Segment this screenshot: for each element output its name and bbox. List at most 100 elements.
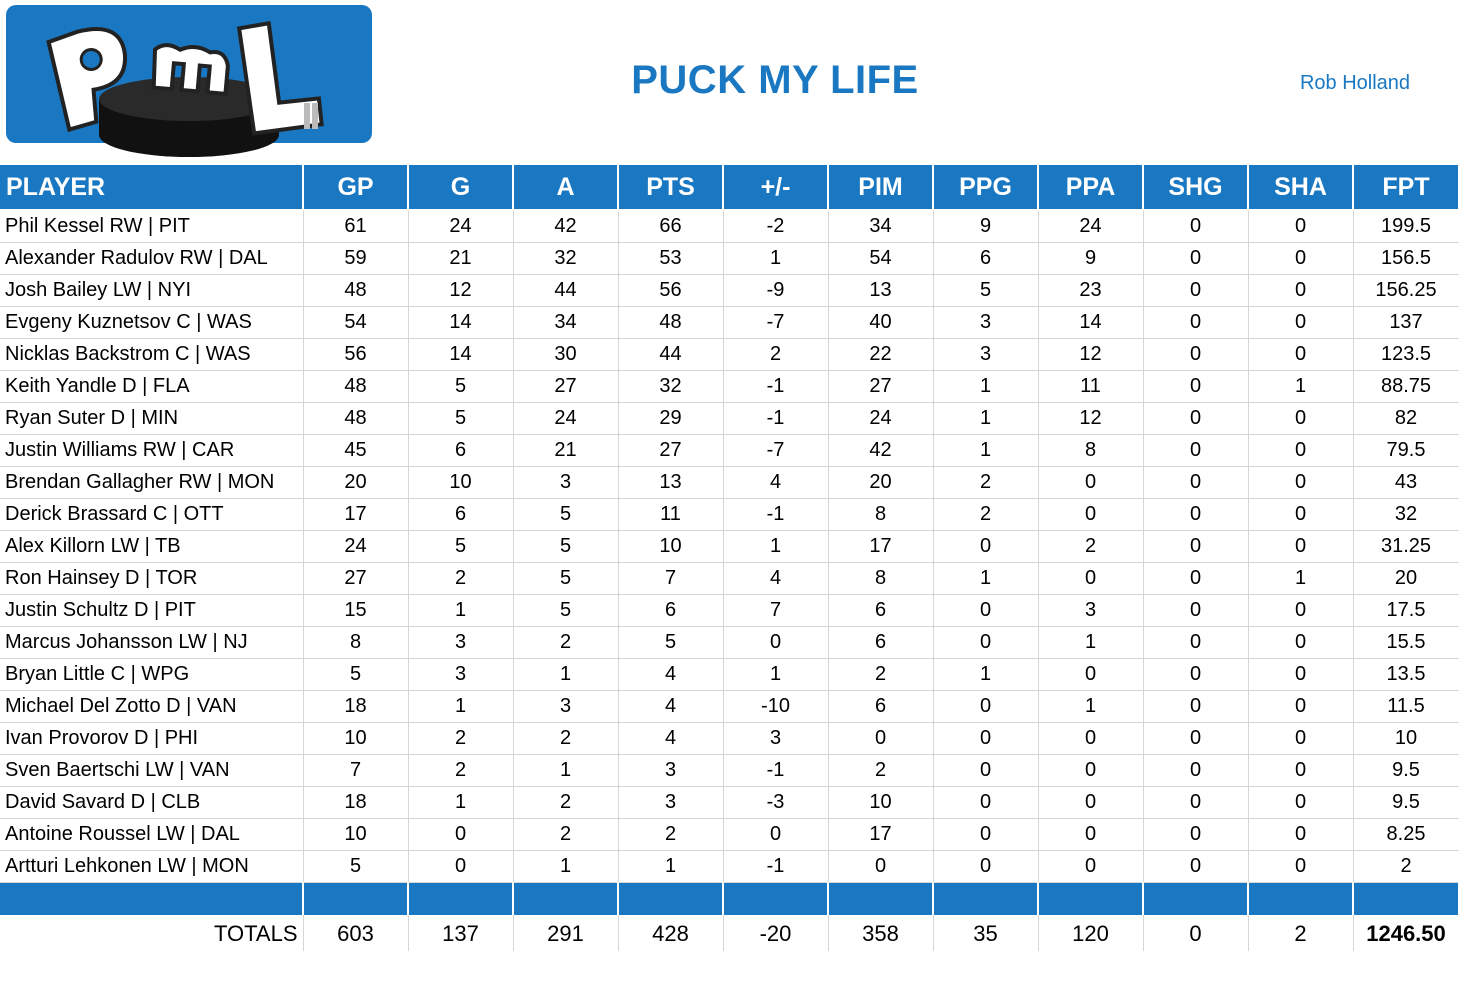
stat-cell: 5 bbox=[513, 594, 619, 627]
stat-cell: 2 bbox=[1038, 530, 1144, 563]
player-cell: Ryan Suter D | MIN bbox=[0, 402, 304, 435]
player-cell: Nicklas Backstrom C | WAS bbox=[0, 338, 304, 371]
stat-cell: 88.75 bbox=[1353, 370, 1459, 403]
stat-cell: 0 bbox=[1143, 210, 1249, 243]
column-header-11: FPT bbox=[1353, 165, 1459, 211]
stat-cell: 0 bbox=[1248, 242, 1354, 275]
stat-cell: 7 bbox=[618, 562, 724, 595]
stat-cell: 1 bbox=[1248, 370, 1354, 403]
stat-cell: 82 bbox=[1353, 402, 1459, 435]
spacer-cell bbox=[1038, 882, 1144, 915]
stat-cell: 32 bbox=[1353, 498, 1459, 531]
stat-cell: 0 bbox=[933, 690, 1039, 723]
stat-cell: 3 bbox=[618, 754, 724, 787]
stat-cell: 10 bbox=[1353, 722, 1459, 755]
stat-cell: 1 bbox=[933, 434, 1039, 467]
stat-cell: 66 bbox=[618, 210, 724, 243]
stat-cell: 20 bbox=[828, 466, 934, 499]
stat-cell: 0 bbox=[1143, 242, 1249, 275]
stat-cell: 56 bbox=[618, 274, 724, 307]
stat-cell: 17.5 bbox=[1353, 594, 1459, 627]
stat-cell: 32 bbox=[513, 242, 619, 275]
table-row: Phil Kessel RW | PIT 61 24 42 66 -2 34 9 24 0 0 199… bbox=[0, 210, 1459, 243]
stat-cell: 0 bbox=[1143, 274, 1249, 307]
stat-cell: 0 bbox=[1248, 786, 1354, 819]
stat-cell: 5 bbox=[618, 626, 724, 659]
table-row: Brendan Gallagher RW | MON 20 10 3 13 4 20 2 0 0 0… bbox=[0, 466, 1459, 499]
stat-cell: 11 bbox=[618, 498, 724, 531]
stat-cell: 0 bbox=[1143, 754, 1249, 787]
stat-cell: 23 bbox=[1038, 274, 1144, 307]
stat-cell: 0 bbox=[1248, 658, 1354, 691]
stat-cell: 0 bbox=[1248, 274, 1354, 307]
stat-cell: 1 bbox=[408, 594, 514, 627]
table-row: Marcus Johansson LW | NJ 8 3 2 5 0 6 0 1 0 0 15.5 bbox=[0, 626, 1459, 659]
table-row: Bryan Little C | WPG 5 3 1 4 1 2 1 0 0 0 13.5 bbox=[0, 658, 1459, 691]
spacer-cell bbox=[723, 882, 829, 915]
table-row: Alexander Radulov RW | DAL 59 21 32 53 1 54 6 9 0… bbox=[0, 242, 1459, 275]
spacer-cell bbox=[1248, 882, 1354, 915]
player-cell: Bryan Little C | WPG bbox=[0, 658, 304, 691]
column-header-1: GP bbox=[303, 165, 409, 211]
stat-cell: 0 bbox=[1038, 818, 1144, 851]
stat-cell: 156.25 bbox=[1353, 274, 1459, 307]
stat-cell: 6 bbox=[408, 434, 514, 467]
stat-cell: 32 bbox=[618, 370, 724, 403]
column-header-2: G bbox=[408, 165, 514, 211]
stat-cell: 0 bbox=[1248, 498, 1354, 531]
total-cell: 137 bbox=[408, 915, 514, 951]
player-cell: Antoine Roussel LW | DAL bbox=[0, 818, 304, 851]
stat-cell: 3 bbox=[513, 466, 619, 499]
stat-cell: -1 bbox=[723, 850, 829, 883]
table-row: Artturi Lehkonen LW | MON 5 0 1 1 -1 0 0 0 0 0 2 bbox=[0, 850, 1459, 883]
table-row: Michael Del Zotto D | VAN 18 1 3 4 -10 6 0 1 0 0 11… bbox=[0, 690, 1459, 723]
stat-cell: 7 bbox=[723, 594, 829, 627]
player-cell: Brendan Gallagher RW | MON bbox=[0, 466, 304, 499]
stat-cell: 0 bbox=[1143, 498, 1249, 531]
table-row: Sven Baertschi LW | VAN 7 2 1 3 -1 2 0 0 0 0 9.5 bbox=[0, 754, 1459, 787]
total-cell: 291 bbox=[513, 915, 619, 951]
table-row: Justin Williams RW | CAR 45 6 21 27 -7 42 1 8 0 0 7… bbox=[0, 434, 1459, 467]
stat-cell: 0 bbox=[933, 530, 1039, 563]
player-cell: Marcus Johansson LW | NJ bbox=[0, 626, 304, 659]
stat-cell: 48 bbox=[618, 306, 724, 339]
player-cell: Josh Bailey LW | NYI bbox=[0, 274, 304, 307]
column-header-8: PPA bbox=[1038, 165, 1144, 211]
spacer-cell bbox=[0, 882, 304, 915]
table-row: Ivan Provorov D | PHI 10 2 2 4 3 0 0 0 0 0 10 bbox=[0, 722, 1459, 755]
stat-cell: 0 bbox=[933, 786, 1039, 819]
stat-cell: 7 bbox=[303, 754, 409, 787]
stat-cell: 43 bbox=[1353, 466, 1459, 499]
stat-cell: 9 bbox=[933, 210, 1039, 243]
spacer-cell bbox=[618, 882, 724, 915]
stat-cell: 0 bbox=[1143, 402, 1249, 435]
stat-cell: 0 bbox=[1038, 722, 1144, 755]
stat-cell: 1 bbox=[723, 530, 829, 563]
stat-cell: 6 bbox=[618, 594, 724, 627]
stat-cell: 0 bbox=[1248, 306, 1354, 339]
stat-cell: 27 bbox=[828, 370, 934, 403]
roster-table: PLAYER GP G A PTS +/- PIM PPG PPA SHG SHA FPT Phil … bbox=[0, 165, 1459, 951]
stat-cell: 2 bbox=[408, 754, 514, 787]
stat-cell: 20 bbox=[1353, 562, 1459, 595]
stat-cell: 6 bbox=[828, 626, 934, 659]
stat-cell: 6 bbox=[933, 242, 1039, 275]
stat-cell: 12 bbox=[1038, 402, 1144, 435]
stat-cell: 1 bbox=[618, 850, 724, 883]
stat-cell: 0 bbox=[1248, 850, 1354, 883]
player-cell: Justin Williams RW | CAR bbox=[0, 434, 304, 467]
stat-cell: 44 bbox=[618, 338, 724, 371]
stat-cell: 0 bbox=[933, 818, 1039, 851]
stat-cell: 0 bbox=[408, 850, 514, 883]
player-cell: Phil Kessel RW | PIT bbox=[0, 210, 304, 243]
stat-cell: 2 bbox=[513, 786, 619, 819]
stat-cell: 12 bbox=[1038, 338, 1144, 371]
stat-cell: 13.5 bbox=[1353, 658, 1459, 691]
stat-cell: 1 bbox=[933, 402, 1039, 435]
stat-cell: 21 bbox=[408, 242, 514, 275]
stat-cell: 4 bbox=[618, 690, 724, 723]
stat-cell: 2 bbox=[513, 626, 619, 659]
stat-cell: 0 bbox=[1038, 658, 1144, 691]
stat-cell: 0 bbox=[1038, 498, 1144, 531]
stat-cell: 0 bbox=[1038, 466, 1144, 499]
